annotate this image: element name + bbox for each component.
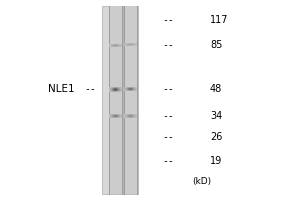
Bar bbox=[124, 6, 137, 194]
Text: (kD): (kD) bbox=[192, 177, 211, 186]
Text: 48: 48 bbox=[210, 84, 222, 94]
Text: --: -- bbox=[162, 40, 174, 50]
Text: 26: 26 bbox=[210, 132, 222, 142]
Text: --: -- bbox=[162, 111, 174, 121]
Text: --: -- bbox=[162, 132, 174, 142]
Bar bbox=[102, 6, 138, 194]
Text: --: -- bbox=[162, 156, 174, 166]
Text: 19: 19 bbox=[210, 156, 222, 166]
Text: --: -- bbox=[162, 15, 174, 25]
Bar bbox=[109, 6, 122, 194]
Text: 117: 117 bbox=[210, 15, 229, 25]
Text: 34: 34 bbox=[210, 111, 222, 121]
Text: --: -- bbox=[84, 84, 96, 94]
Text: --: -- bbox=[162, 84, 174, 94]
Text: NLE1: NLE1 bbox=[48, 84, 75, 94]
Text: 85: 85 bbox=[210, 40, 222, 50]
